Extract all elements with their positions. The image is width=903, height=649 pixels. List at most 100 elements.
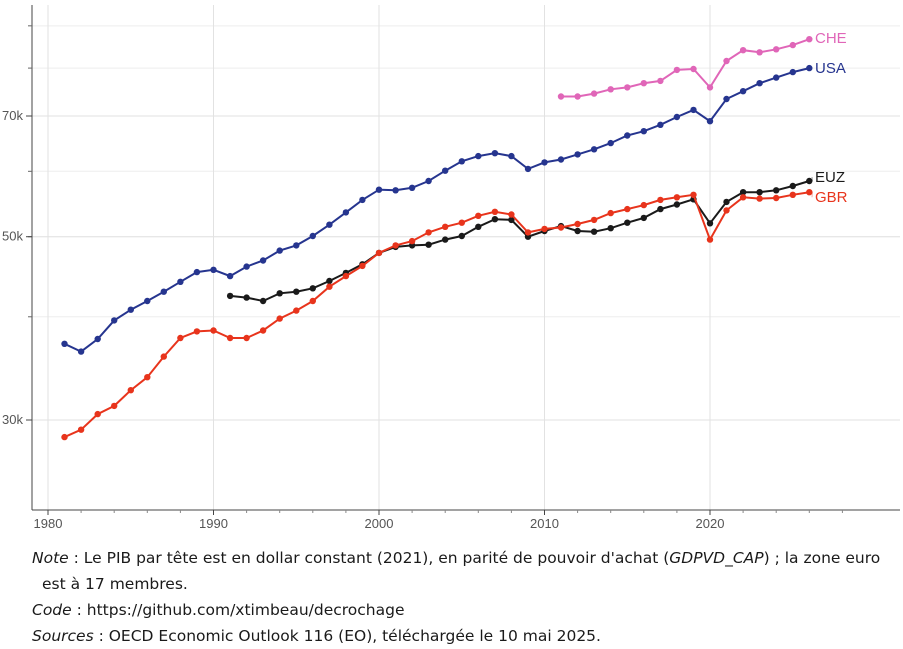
data-point [608,225,614,231]
data-point [574,221,580,227]
data-point [243,294,249,300]
series-line-gbr [65,192,810,437]
data-point [790,69,796,75]
data-point [591,229,597,235]
series-euz [227,178,813,304]
data-point [574,93,580,99]
data-point [641,80,647,86]
data-point [293,307,299,313]
data-point [591,217,597,223]
data-point [624,132,630,138]
series-group [61,36,812,440]
data-point [624,84,630,90]
data-point [227,273,233,279]
data-point [740,88,746,94]
data-point [508,153,514,159]
data-point [608,86,614,92]
data-point [591,146,597,152]
data-point [723,207,729,213]
series-label-gbr: GBR [815,189,848,206]
data-point [409,185,415,191]
data-point [128,307,134,313]
sources-text: : OECD Economic Outlook 116 (EO), téléch… [94,627,601,645]
data-point [790,192,796,198]
data-point [161,353,167,359]
data-point [144,298,150,304]
data-point [177,279,183,285]
data-point [657,122,663,128]
data-point [243,335,249,341]
data-point [210,267,216,273]
data-point [541,159,547,165]
data-point [723,58,729,64]
data-point [690,107,696,113]
data-point [442,224,448,230]
data-point [326,278,332,284]
data-point [425,229,431,235]
data-point [492,150,498,156]
data-point [392,242,398,248]
data-point [177,335,183,341]
data-point [442,236,448,242]
data-point [707,84,713,90]
data-point [624,206,630,212]
data-point [409,238,415,244]
data-point [310,298,316,304]
data-point [674,194,680,200]
data-point [227,293,233,299]
data-point [392,187,398,193]
data-point [574,228,580,234]
data-point [657,206,663,212]
x-tick-label: 2000 [365,516,394,531]
data-point [657,78,663,84]
data-point [61,434,67,440]
data-point [541,226,547,232]
data-point [61,341,67,347]
data-point [459,233,465,239]
data-point [210,327,216,333]
data-point [95,411,101,417]
data-point [359,263,365,269]
data-point [558,224,564,230]
data-point [690,192,696,198]
data-point [111,317,117,323]
data-point [359,197,365,203]
data-point [740,47,746,53]
data-point [293,242,299,248]
data-point [260,327,266,333]
series-gbr [61,189,812,440]
x-tick-label: 1990 [199,516,228,531]
data-point [641,128,647,134]
data-point [343,209,349,215]
data-point [442,168,448,174]
data-point [690,66,696,72]
data-point [260,298,266,304]
data-point [707,118,713,124]
data-point [508,211,514,217]
x-tick-label: 2010 [530,516,559,531]
series-label-usa: USA [815,60,846,77]
data-point [773,46,779,52]
y-tick-label: 30k [2,412,23,427]
code-label: Code [32,601,72,619]
data-point [425,178,431,184]
data-point [707,220,713,226]
caption-code: Code : https://github.com/xtimbeau/decro… [32,597,900,623]
data-point [277,247,283,253]
code-text: : https://github.com/xtimbeau/decrochage [72,601,405,619]
x-tick-label: 1980 [34,516,63,531]
data-point [111,403,117,409]
data-point [525,166,531,172]
data-point [95,336,101,342]
data-point [674,114,680,120]
data-point [608,140,614,146]
data-point [194,269,200,275]
data-point [558,156,564,162]
data-point [475,213,481,219]
caption: Note : Le PIB par tête est en dollar con… [32,545,900,649]
series-label-euz: EUZ [815,169,845,186]
data-point [806,65,812,71]
